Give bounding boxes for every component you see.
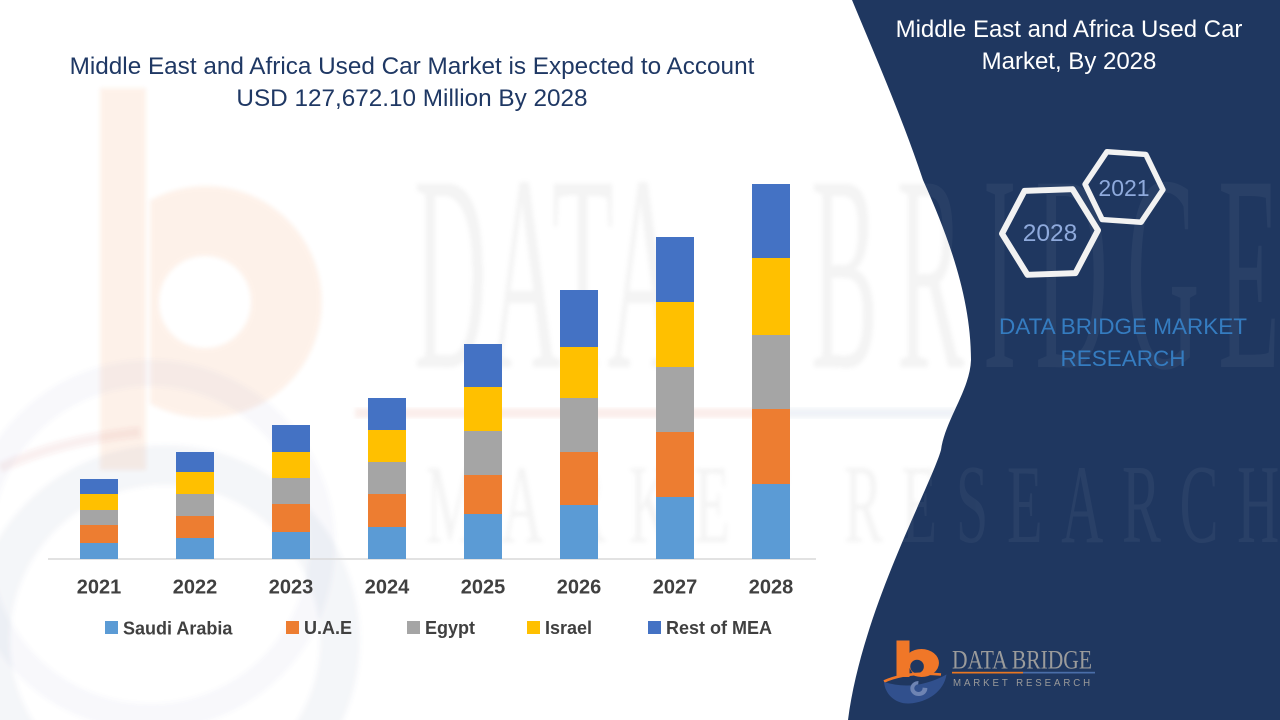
svg-text:2028: 2028 [1023, 220, 1078, 247]
svg-text:Market, By 2028: Market, By 2028 [982, 48, 1157, 75]
svg-text:Middle East and Africa Used Ca: Middle East and Africa Used Car [896, 16, 1243, 43]
svg-text:DATA BRIDGE MARKET: DATA BRIDGE MARKET [999, 314, 1247, 339]
svg-text:Saudi Arabia: Saudi Arabia [123, 619, 233, 639]
svg-text:2021: 2021 [1098, 175, 1149, 201]
svg-text:2028: 2028 [749, 577, 794, 599]
svg-text:Egypt: Egypt [425, 618, 475, 638]
svg-text:2027: 2027 [653, 577, 698, 599]
svg-text:DATA BRIDGE: DATA BRIDGE [952, 646, 1092, 675]
svg-text:2023: 2023 [269, 577, 314, 599]
svg-text:DATA: DATA [414, 117, 682, 428]
svg-text:Middle East and Africa Used Ca: Middle East and Africa Used Car Market i… [70, 53, 755, 80]
svg-text:Israel: Israel [545, 618, 592, 638]
svg-text:2021: 2021 [77, 577, 122, 599]
svg-text:USD 127,672.10 Million By 2028: USD 127,672.10 Million By 2028 [236, 85, 587, 112]
svg-text:RESEARCH: RESEARCH [1060, 346, 1185, 371]
svg-text:2026: 2026 [557, 577, 602, 599]
svg-text:2024: 2024 [365, 577, 410, 599]
svg-text:Rest of MEA: Rest of MEA [666, 618, 772, 638]
svg-text:2025: 2025 [461, 577, 506, 599]
svg-text:U.A.E: U.A.E [304, 618, 352, 638]
svg-text:MARKET RESEARCH: MARKET RESEARCH [953, 678, 1093, 689]
svg-text:2022: 2022 [173, 577, 218, 599]
